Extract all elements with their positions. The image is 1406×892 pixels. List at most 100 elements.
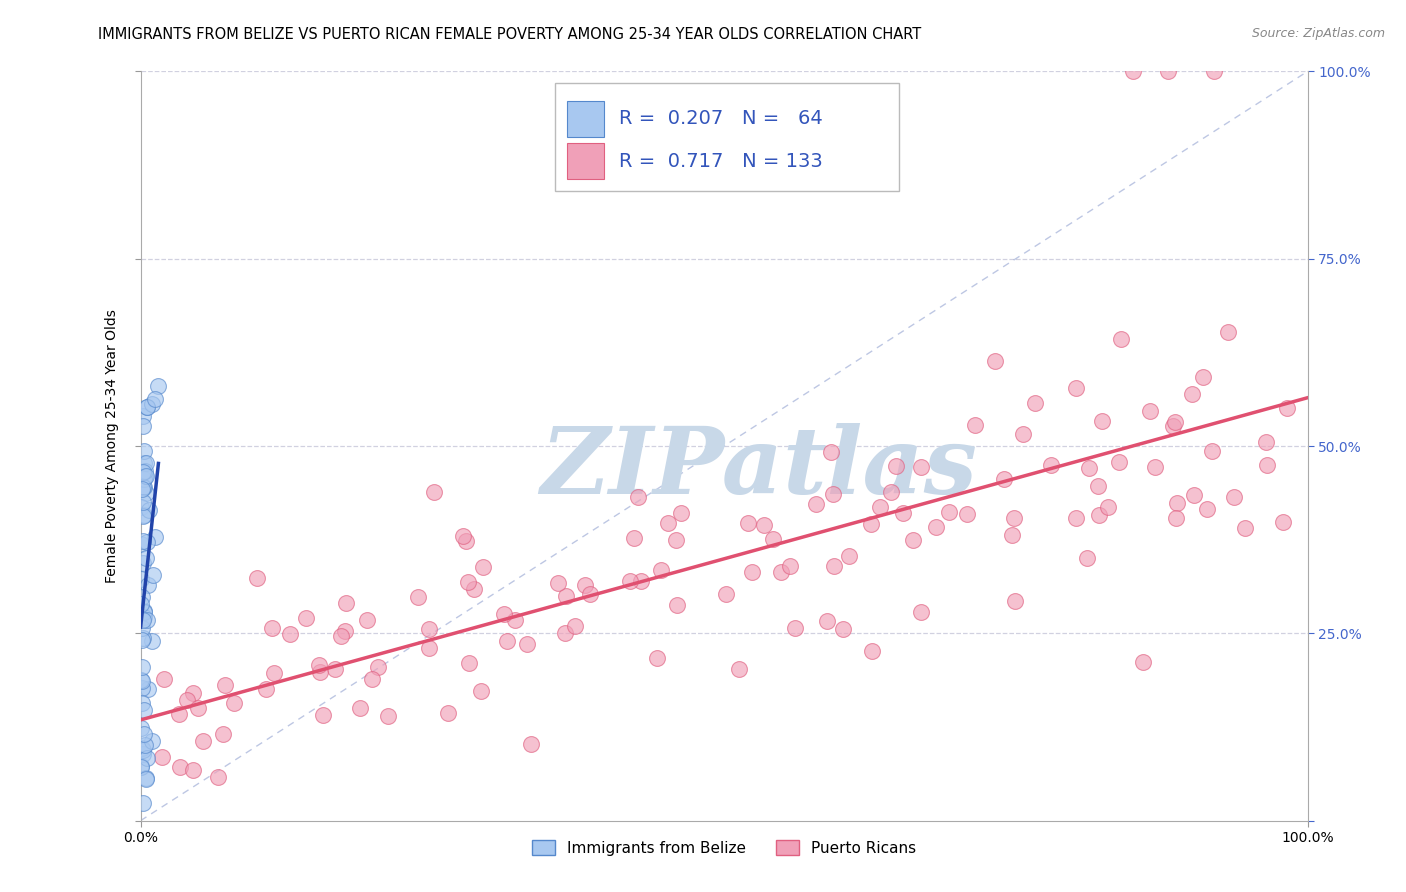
Point bbox=[554, 589, 576, 603]
Point bbox=[136, 750, 159, 764]
Point bbox=[657, 516, 679, 530]
Point bbox=[823, 558, 845, 573]
Point bbox=[135, 771, 157, 785]
Point bbox=[176, 692, 198, 706]
Point bbox=[132, 743, 155, 757]
Point bbox=[1064, 381, 1087, 395]
Point bbox=[132, 632, 155, 646]
Point bbox=[728, 662, 751, 676]
Point bbox=[135, 401, 157, 415]
Point bbox=[141, 634, 163, 648]
Point bbox=[869, 500, 891, 515]
Point bbox=[181, 763, 204, 777]
Point bbox=[263, 666, 285, 681]
Point bbox=[418, 640, 440, 655]
Point bbox=[132, 495, 155, 509]
Point bbox=[574, 577, 596, 591]
Point bbox=[129, 500, 152, 514]
Point bbox=[132, 796, 155, 810]
Point bbox=[1024, 396, 1046, 410]
Point bbox=[418, 622, 440, 636]
FancyBboxPatch shape bbox=[567, 144, 605, 179]
Point bbox=[993, 472, 1015, 486]
Point bbox=[901, 533, 924, 547]
Point bbox=[451, 529, 474, 543]
Point bbox=[815, 615, 838, 629]
Point bbox=[129, 597, 152, 611]
Point bbox=[458, 657, 481, 671]
Point bbox=[619, 574, 641, 588]
FancyBboxPatch shape bbox=[567, 101, 605, 136]
Point bbox=[472, 560, 495, 574]
Point bbox=[1201, 443, 1223, 458]
Point bbox=[246, 571, 269, 585]
Point bbox=[132, 444, 155, 458]
Point bbox=[762, 532, 785, 546]
Point bbox=[135, 551, 157, 566]
Point bbox=[884, 458, 907, 473]
Point bbox=[254, 682, 277, 697]
Y-axis label: Female Poverty Among 25-34 Year Olds: Female Poverty Among 25-34 Year Olds bbox=[105, 309, 120, 583]
Point bbox=[148, 379, 170, 393]
Point bbox=[1097, 500, 1119, 515]
Point bbox=[1132, 655, 1154, 669]
Point bbox=[457, 574, 479, 589]
Point bbox=[669, 506, 692, 520]
Point bbox=[153, 672, 176, 686]
Point bbox=[187, 701, 209, 715]
Point bbox=[1077, 461, 1099, 475]
Legend: Immigrants from Belize, Puerto Ricans: Immigrants from Belize, Puerto Ricans bbox=[526, 833, 922, 862]
Point bbox=[132, 480, 155, 494]
Point bbox=[737, 516, 759, 530]
Point bbox=[880, 484, 903, 499]
Point bbox=[503, 613, 526, 627]
Point bbox=[623, 531, 645, 545]
Point bbox=[1192, 369, 1215, 384]
Point bbox=[131, 621, 153, 635]
Point bbox=[222, 697, 245, 711]
Point bbox=[132, 409, 155, 424]
Point bbox=[135, 468, 157, 483]
Point bbox=[335, 596, 357, 610]
Point bbox=[131, 740, 153, 755]
Point bbox=[1001, 528, 1024, 542]
Point bbox=[356, 613, 378, 627]
Point bbox=[470, 684, 492, 698]
Point bbox=[131, 508, 153, 523]
Point bbox=[564, 618, 586, 632]
Point bbox=[136, 578, 159, 592]
Point bbox=[437, 706, 460, 720]
Point bbox=[349, 701, 371, 715]
Point bbox=[891, 506, 914, 520]
Point bbox=[910, 459, 932, 474]
Point bbox=[333, 624, 356, 638]
Point bbox=[1039, 458, 1062, 473]
Point bbox=[132, 703, 155, 717]
Point bbox=[132, 557, 155, 571]
Point bbox=[1108, 455, 1130, 469]
Point bbox=[135, 535, 157, 549]
Point bbox=[1139, 403, 1161, 417]
Point bbox=[135, 486, 157, 500]
Point bbox=[131, 681, 153, 696]
Point bbox=[838, 549, 860, 564]
Point bbox=[1197, 502, 1219, 516]
Point bbox=[131, 590, 153, 604]
Point bbox=[516, 637, 538, 651]
Text: R =  0.717   N = 133: R = 0.717 N = 133 bbox=[619, 152, 823, 170]
Point bbox=[129, 572, 152, 586]
Point bbox=[1223, 490, 1246, 504]
Point bbox=[278, 627, 301, 641]
Point bbox=[141, 734, 163, 748]
Point bbox=[143, 530, 166, 544]
Point bbox=[214, 678, 236, 692]
Point bbox=[129, 760, 152, 774]
Point bbox=[138, 503, 160, 517]
Point bbox=[132, 508, 155, 522]
Point bbox=[132, 614, 155, 628]
Point bbox=[132, 747, 155, 761]
Point bbox=[1256, 458, 1278, 472]
Point bbox=[309, 665, 332, 679]
Point bbox=[1233, 521, 1256, 535]
Point bbox=[578, 586, 600, 600]
